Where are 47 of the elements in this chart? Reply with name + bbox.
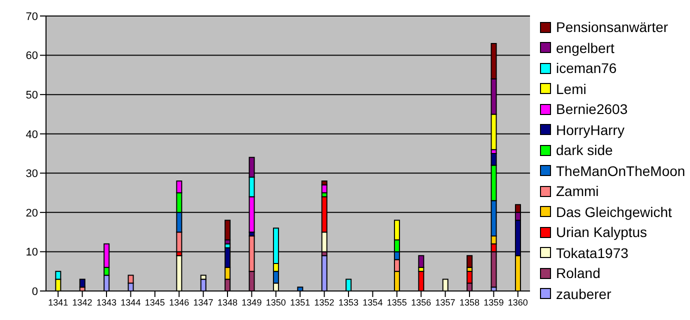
x-tick-label: 1346	[169, 297, 190, 308]
x-tick-label: 1347	[193, 297, 214, 308]
legend-label: engelbert	[556, 40, 614, 56]
legend-label: Roland	[556, 265, 600, 282]
x-tick-label: 1360	[508, 297, 528, 308]
x-tick-label: 1351	[290, 297, 310, 308]
legend-label: Bernie2603	[556, 101, 628, 118]
y-tick-label: 10	[26, 246, 38, 259]
x-tick-label: 1357	[435, 297, 456, 308]
legend-label: Lemi	[556, 80, 586, 97]
x-tick-label: 1356	[411, 297, 432, 308]
y-tick-label: 30	[26, 168, 38, 180]
y-tick-label: 40	[26, 128, 38, 141]
x-tick-label: 1348	[217, 297, 238, 308]
x-tick-label: 1349	[242, 297, 262, 308]
bar	[466, 255, 473, 268]
x-tick-label: 1341	[48, 297, 68, 308]
x-tick-label: 1359	[484, 297, 504, 308]
bar	[321, 184, 328, 194]
bar	[79, 278, 86, 288]
y-tick-label: 60	[26, 50, 38, 62]
x-tick-label: 1353	[338, 297, 359, 308]
x-tick-label: 1344	[120, 297, 141, 308]
x-tick-label: 1354	[362, 297, 383, 308]
bar	[418, 255, 424, 268]
y-tick-label: 70	[26, 10, 38, 23]
x-tick-label: 1352	[314, 297, 334, 308]
bar	[224, 220, 231, 240]
legend-label: Das Gleichgewicht	[556, 204, 672, 220]
x-tick-label: 1343	[96, 297, 117, 308]
x-tick-label: 1358	[459, 297, 480, 308]
legend-label: HorryHarry	[556, 122, 624, 138]
y-tick-label: 20	[26, 207, 38, 220]
legend-label: Zammi	[556, 183, 599, 200]
legend-label: TheManOnTheMoon	[556, 162, 686, 179]
legend-label: dark side	[556, 142, 613, 158]
legend-label: iceman76	[556, 60, 617, 76]
y-tick-label: 50	[26, 89, 38, 102]
x-tick-label: 1342	[72, 297, 92, 308]
legend-label: Urian Kalyptus	[556, 224, 648, 240]
legend-label: zauberer	[556, 286, 612, 302]
y-tick-label: 0	[32, 286, 38, 298]
legend-label: Pensionsanwärter	[556, 19, 668, 36]
legend-label: Tokata1973	[556, 244, 628, 261]
x-tick-label: 1350	[266, 297, 286, 308]
x-tick-label: 1355	[386, 297, 407, 308]
x-tick-label: 1345	[144, 297, 165, 308]
